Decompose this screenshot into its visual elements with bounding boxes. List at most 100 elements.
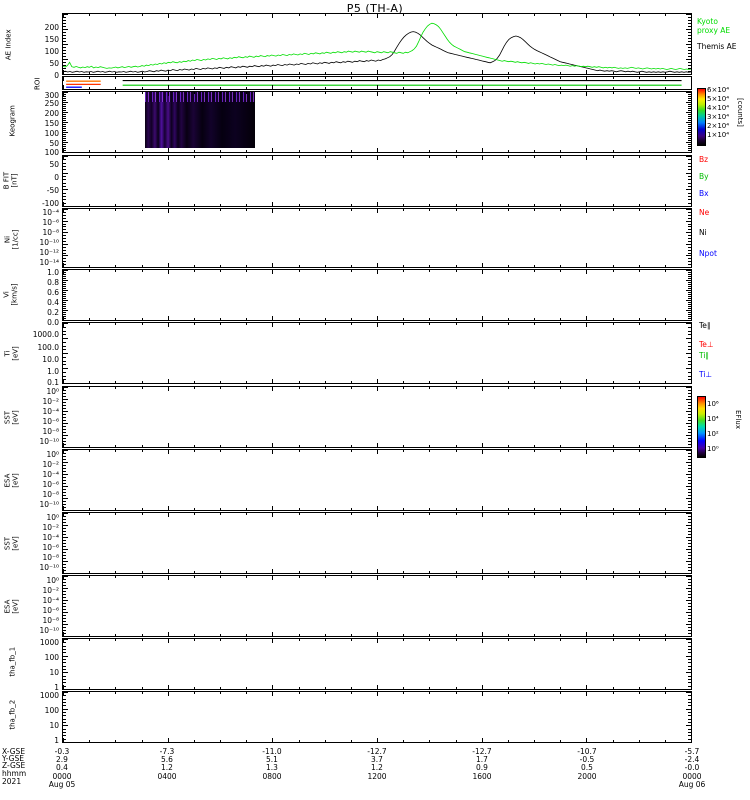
panel-b-fit-tick (688, 182, 691, 184)
panel-sst-1-tick (686, 435, 691, 436)
x-tick (167, 513, 169, 517)
panel-keogram-tick (688, 116, 691, 117)
panel-ni-tick (63, 264, 66, 266)
esa-2-ylabel-group: ESA [eV] 10⁰ 10⁻² 10⁻⁴ 10⁻⁶ 10⁻⁸ 10⁻¹⁰ (0, 575, 62, 637)
panel-ni-tick (688, 226, 691, 228)
x-tick (403, 634, 405, 636)
x-tick (63, 576, 64, 580)
x-tick (89, 639, 91, 641)
panel-b-fit-tick (686, 156, 691, 157)
x-tick (429, 77, 431, 79)
x-tick (272, 70, 274, 74)
x-tick (167, 202, 169, 206)
x-tick (560, 265, 562, 267)
panel-b-fit-tick (688, 202, 691, 204)
x-tick (612, 450, 614, 452)
x-tick (220, 576, 221, 578)
x-tick (63, 209, 64, 213)
x-tick (534, 156, 535, 158)
x-tick (455, 634, 457, 636)
panel-keogram-tick (688, 124, 691, 125)
esa-1-ylabel: ESA [eV] (3, 473, 20, 488)
x-tick (63, 14, 64, 18)
x-tick (298, 72, 300, 74)
sst-2-ytick-6: 10⁻¹⁰ (39, 563, 59, 572)
x-tick (167, 14, 169, 18)
x-tick (664, 508, 666, 510)
panel-ae-index-tick (63, 38, 66, 39)
tha-fb-1-ytick-10: 10 (49, 668, 59, 677)
x-tick (63, 569, 64, 573)
panel-sst-2-tick (688, 519, 691, 520)
panel-keogram-tick (63, 108, 66, 109)
panel-keogram-tick (688, 148, 691, 149)
x-tick (586, 576, 588, 580)
panel-esa-2-tick (688, 579, 691, 580)
panel-keogram-tick (688, 114, 691, 115)
x-tick (298, 639, 300, 641)
x-tick (115, 318, 117, 320)
x-tick (324, 156, 326, 158)
panel-sst-1-tick (686, 387, 691, 388)
x-tick (429, 571, 431, 573)
x-tick (455, 513, 457, 515)
panel-vi-tick (688, 306, 691, 307)
panel-esa-2-tick (63, 576, 68, 577)
x-tick (298, 740, 300, 742)
x-tick (560, 318, 562, 320)
x-tick (507, 209, 509, 211)
panel-ni-tick (63, 217, 66, 219)
x-tick (89, 204, 91, 206)
panel-keogram-tick (63, 120, 66, 121)
panel-ti-tick (688, 345, 691, 347)
x-axis-tick-column: -7.3 5.6 1.2 0400 (141, 747, 193, 781)
panel-ae-index-tick (688, 32, 691, 33)
x-tick (403, 576, 405, 578)
x-tick (167, 443, 169, 447)
panel-b-fit-tick (686, 189, 691, 191)
x-tick (89, 265, 91, 267)
eflux-cbar-label-1e0: 10⁰ (707, 445, 719, 453)
panel-esa-2-tick (63, 579, 66, 580)
x-tick (455, 14, 457, 16)
x-tick (115, 209, 117, 211)
x-tick (691, 513, 692, 517)
panel-ti-tick (63, 338, 68, 339)
panel-ti-tick (688, 371, 691, 373)
x-tick (246, 14, 248, 16)
panel-sst-1-tick (63, 432, 66, 433)
panel-tha-fb-1-tick (686, 639, 691, 640)
x-tick (324, 687, 326, 689)
panel-tha-fb-1-tick (688, 645, 691, 647)
panel-vi-tick (688, 308, 691, 309)
x-tick (664, 87, 666, 89)
sst-2-ytick-1: 10⁰ (46, 513, 59, 522)
panel-ni-tick (63, 255, 68, 257)
panel-tha-fb-2-tick (63, 702, 66, 703)
panel-ti-tick (63, 349, 66, 351)
panel-tha-fb-1-tick (63, 652, 66, 654)
panel-ti-tick (688, 364, 691, 366)
panel-b-fit-tick (688, 186, 691, 187)
panel-esa-2-tick (63, 606, 66, 607)
panel-vi-tick (688, 294, 691, 295)
panel-tha-fb-1-tick (688, 652, 691, 654)
panel-esa-1-tick (686, 498, 691, 499)
x-tick (586, 156, 588, 160)
panel-sst-1-tick (63, 423, 68, 424)
panel-vi-tick (688, 274, 691, 275)
esa-1-ytick-1: 10⁰ (46, 450, 59, 459)
x-tick (612, 265, 614, 267)
keogram-ytick-150: 150 (44, 119, 59, 128)
x-tick (350, 209, 352, 211)
tha-fb-2-ytick-1000: 1000 (39, 691, 59, 700)
x-tick (298, 156, 300, 158)
x-tick (507, 634, 509, 636)
x-tick (664, 639, 666, 641)
x-tick (246, 92, 248, 94)
x-tick (141, 576, 143, 578)
keogram-cbar-label-1e4: 1×10⁴ (707, 131, 730, 139)
x-tick (89, 270, 91, 272)
x-tick (89, 692, 91, 694)
x-tick (63, 92, 64, 96)
